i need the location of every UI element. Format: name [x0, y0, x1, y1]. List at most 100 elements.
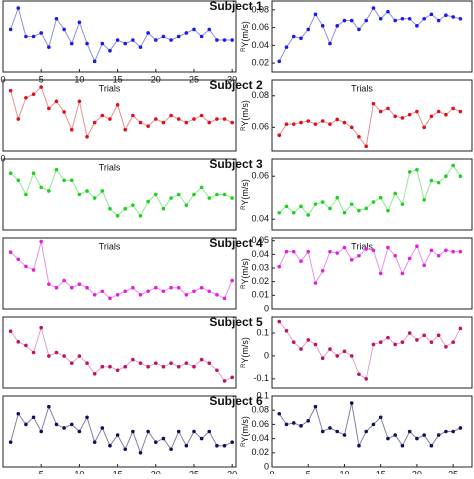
data-point	[77, 192, 82, 197]
data-point	[62, 178, 66, 183]
data-point	[349, 401, 354, 405]
data-point	[364, 18, 369, 23]
data-point	[8, 88, 13, 93]
y-axis-label: RY(m/s)	[240, 21, 250, 52]
data-point	[222, 379, 227, 383]
data-point	[386, 436, 390, 441]
y-tick-label: 0.04	[251, 249, 269, 259]
data-point	[444, 248, 448, 253]
y-tick-label: 0	[264, 350, 269, 360]
data-point	[92, 196, 97, 200]
data-point	[415, 436, 419, 441]
data-point	[320, 200, 325, 204]
y-tick-label: 0.06	[251, 22, 269, 32]
x-tick-label: 15	[113, 74, 123, 84]
data-point	[131, 429, 135, 434]
data-point	[146, 364, 150, 369]
data-point	[407, 256, 412, 261]
x-axis-label: Trials	[99, 241, 121, 251]
data-point	[54, 350, 59, 355]
data-point	[207, 429, 212, 434]
data-point	[349, 354, 354, 358]
data-point	[458, 426, 463, 430]
panel-title: Subject 3	[209, 157, 263, 171]
data-point	[207, 361, 212, 365]
x-tick-label: 25	[189, 469, 199, 474]
data-point	[92, 372, 97, 376]
data-point	[364, 377, 369, 381]
data-point	[393, 433, 397, 437]
data-point	[69, 127, 74, 132]
series-line	[278, 402, 461, 448]
data-point	[400, 202, 405, 206]
data-point	[400, 271, 405, 276]
data-point	[215, 117, 219, 121]
data-point	[357, 208, 361, 213]
data-point	[47, 189, 51, 193]
data-point	[436, 180, 441, 185]
data-point	[199, 113, 204, 118]
data-point	[169, 196, 173, 200]
y-tick-label: 0.05	[251, 235, 269, 245]
data-point	[436, 333, 441, 338]
data-point	[386, 208, 390, 213]
data-point	[176, 34, 181, 39]
data-point	[62, 426, 66, 430]
data-point	[422, 16, 426, 21]
data-point	[47, 282, 51, 286]
y-tick-label: 0.03	[251, 262, 269, 272]
data-point	[320, 24, 325, 28]
data-point	[222, 192, 227, 197]
data-point	[138, 45, 143, 49]
x-tick-label: 5	[39, 469, 44, 474]
panel-title: Subject 2	[209, 78, 263, 92]
y-axis-label: RY(m/s)	[240, 337, 250, 368]
data-point	[192, 117, 196, 121]
data-point	[54, 16, 59, 21]
data-point	[422, 198, 426, 202]
data-point	[16, 340, 21, 344]
series-line	[278, 321, 461, 380]
data-point	[108, 296, 112, 301]
y-axis-label: RY(m/s)	[240, 416, 250, 447]
data-point	[371, 101, 376, 106]
data-point	[131, 113, 135, 118]
panel-title: Subject 6	[209, 394, 263, 408]
data-point	[184, 443, 189, 448]
data-point	[215, 293, 219, 297]
data-point	[8, 440, 13, 444]
data-point	[176, 285, 181, 290]
data-point	[184, 361, 189, 365]
data-point	[146, 31, 150, 35]
data-point	[342, 18, 347, 23]
y-axis-label-text: Y(m/s)	[240, 258, 250, 285]
data-point	[31, 34, 36, 39]
data-point	[230, 196, 234, 200]
data-point	[146, 429, 150, 434]
data-point	[436, 253, 441, 258]
data-point	[115, 293, 120, 297]
data-point	[458, 174, 463, 179]
data-point	[31, 268, 36, 272]
data-point	[108, 364, 112, 369]
data-point	[299, 36, 303, 41]
plot-frame	[2, 79, 237, 152]
data-point	[458, 16, 463, 21]
data-point	[115, 103, 120, 107]
data-point	[39, 185, 43, 190]
y-tick-label: 0.08	[251, 4, 269, 14]
data-point	[24, 192, 28, 197]
data-point	[422, 433, 426, 437]
data-point	[342, 433, 347, 437]
data-point	[47, 354, 51, 358]
data-point	[230, 278, 234, 283]
data-point	[24, 264, 28, 269]
data-point	[8, 27, 13, 32]
y-axis-label-text: Y(m/s)	[240, 21, 250, 48]
data-point	[342, 349, 347, 354]
data-point	[320, 429, 325, 434]
data-point	[284, 422, 289, 427]
series-line	[278, 7, 461, 62]
data-point	[400, 116, 405, 120]
data-point	[100, 289, 105, 294]
